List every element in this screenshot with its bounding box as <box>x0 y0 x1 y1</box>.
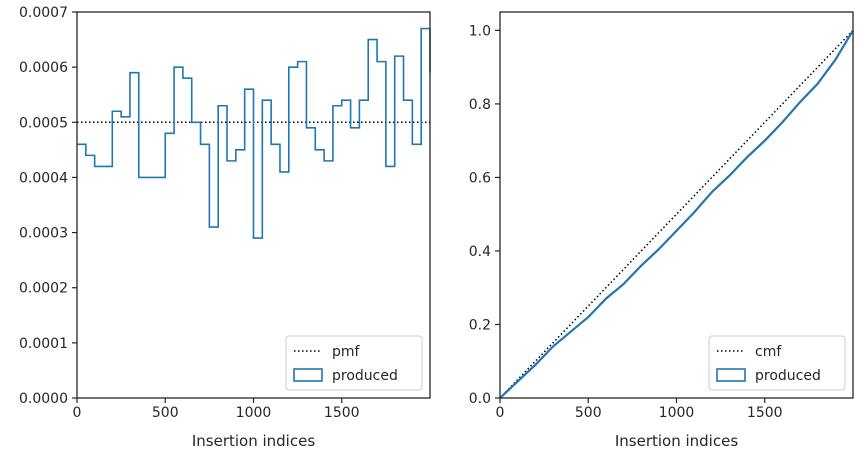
reference-line-cmf <box>499 29 854 399</box>
legend-swatch-produced <box>716 368 746 382</box>
cmf-panel: 0 500 1000 1500 0.0 0.2 0.4 0.6 0.8 1.0 Insertion … <box>469 11 854 450</box>
y-tick-label: 0.0005 <box>19 115 68 131</box>
legend-label-produced: produced <box>755 368 821 384</box>
y-tick-label: 0.0000 <box>19 391 68 407</box>
series-produced-line <box>499 29 854 399</box>
legend-box <box>708 335 846 391</box>
legend-box <box>285 335 423 391</box>
legend-label-reference: cmf <box>755 344 782 360</box>
x-tick-label: 0 <box>73 405 82 421</box>
y-tick-label: 0.0001 <box>19 336 68 352</box>
x-tick-label: 500 <box>575 405 602 421</box>
y-tick-label: 0.0002 <box>19 281 68 297</box>
legend: cmf produced <box>708 335 846 391</box>
pmf-panel: 0 500 1000 1500 0.0000 0.0001 0.0002 0.0003 0.00… <box>19 5 431 450</box>
x-tick-label: 0 <box>496 405 505 421</box>
y-tick-label: 0.0007 <box>19 5 68 21</box>
x-tick-label: 1000 <box>659 405 695 421</box>
x-tick-label: 1500 <box>747 405 783 421</box>
legend-label-reference: pmf <box>332 344 361 360</box>
y-tick-label: 0.6 <box>469 170 491 186</box>
y-tick-label: 0.2 <box>469 317 491 333</box>
y-tick-label: 0.0006 <box>19 60 68 76</box>
y-tick-label: 0.0003 <box>19 226 68 242</box>
x-tick-label: 1500 <box>324 405 360 421</box>
x-tick-label: 1000 <box>236 405 272 421</box>
x-tick-label: 500 <box>152 405 179 421</box>
legend: pmf produced <box>285 335 423 391</box>
y-tick-label: 0.4 <box>469 244 491 260</box>
x-axis-label: Insertion indices <box>192 432 315 450</box>
y-tick-label: 1.0 <box>469 23 491 39</box>
legend-label-produced: produced <box>332 368 398 384</box>
x-axis-label: Insertion indices <box>615 432 738 450</box>
y-tick-label: 0.0 <box>469 391 491 407</box>
y-tick-label: 0.8 <box>469 97 491 113</box>
series-produced-step <box>77 27 431 239</box>
legend-swatch-produced <box>293 368 323 382</box>
y-tick-label: 0.0004 <box>19 170 68 186</box>
